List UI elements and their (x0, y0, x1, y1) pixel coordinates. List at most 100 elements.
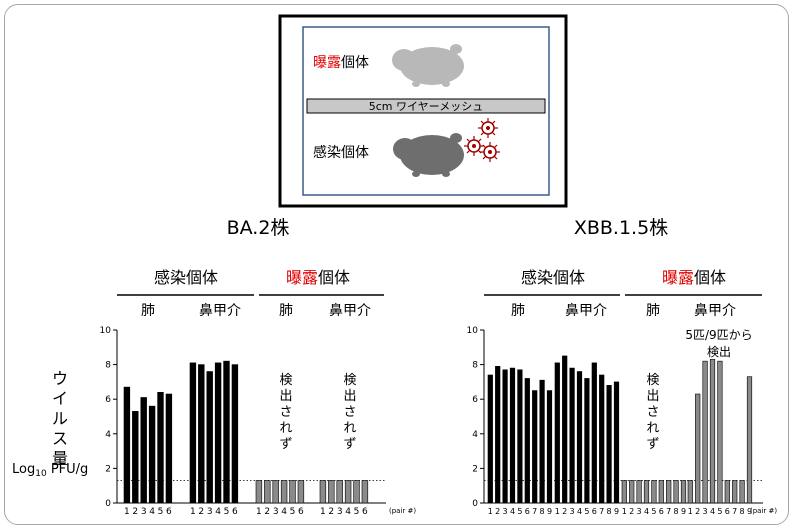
strain-title-ba2: BA.2株 (227, 217, 290, 239)
x-tick-label: 1 (256, 507, 262, 517)
x-tick-label: 2 (562, 507, 567, 516)
bar (487, 374, 493, 504)
x-tick-label: 8 (540, 507, 545, 516)
x-tick-label: 8 (607, 507, 612, 516)
bar (732, 480, 738, 504)
bar (223, 360, 230, 504)
bar (148, 405, 156, 504)
wire-mesh-label: 5cm ワイヤーメッシュ (369, 100, 484, 113)
bar (344, 480, 352, 504)
x-tick-label: 2 (328, 507, 334, 517)
bar (739, 480, 745, 504)
bar (554, 362, 560, 504)
x-tick-label: 4 (710, 507, 715, 516)
bar (509, 367, 516, 504)
sub-label-turbinate: 鼻甲介 (694, 302, 736, 319)
x-tick-label: 4 (510, 507, 515, 516)
x-tick-label: 6 (592, 507, 597, 516)
y-axis-title: ウイルス量 (52, 369, 68, 468)
y-tick-label: 10 (467, 326, 479, 336)
x-tick-label: 4 (149, 507, 155, 517)
bar (562, 355, 568, 504)
x-tick-label: 4 (215, 507, 221, 517)
wire-mesh-bar (306, 98, 546, 114)
bar (687, 480, 693, 504)
x-tick-label: 5 (717, 507, 722, 516)
sub-label-lung: 肺 (511, 303, 525, 319)
not-detected-label: 検出されず (279, 373, 292, 452)
bar (702, 360, 708, 504)
x-tick-label: 3 (637, 507, 642, 516)
x-tick-label: 3 (337, 507, 343, 517)
sub-label-turbinate: 鼻甲介 (329, 302, 371, 319)
x-tick-label: 6 (232, 507, 238, 517)
x-tick-label: 4 (281, 507, 287, 517)
exposed-header: 曝露個体 (286, 268, 350, 287)
bar (214, 362, 222, 504)
bar (361, 480, 369, 504)
x-tick-label: 3 (273, 507, 279, 517)
bar (289, 480, 296, 504)
bar (255, 480, 263, 504)
y-axis-unit: Log10 PFU/g (12, 462, 88, 479)
x-tick-label: 7 (666, 507, 671, 516)
bar (353, 480, 360, 504)
bar (680, 480, 687, 504)
bar (157, 391, 164, 504)
y-tick-label: 6 (472, 395, 478, 405)
bar (524, 378, 530, 504)
y-tick-label: 8 (105, 361, 111, 371)
x-tick-label: 5 (354, 507, 360, 517)
x-tick-label: 2 (695, 507, 700, 516)
x-tick-label: 2 (629, 507, 634, 516)
bar (123, 386, 131, 504)
bar (636, 480, 642, 504)
x-tick-label: 3 (703, 507, 708, 516)
bar (658, 480, 664, 504)
bar (651, 480, 657, 504)
bar (591, 362, 597, 504)
sub-label-lung: 肺 (141, 303, 155, 319)
bar (666, 480, 672, 504)
x-tick-label: 6 (525, 507, 530, 516)
bar (673, 480, 679, 504)
x-tick-label: 5 (651, 507, 656, 516)
x-tick-label: 1 (555, 507, 560, 516)
y-tick-label: 8 (472, 361, 478, 371)
x-tick-label: 5 (158, 507, 164, 517)
x-tick-label: 3 (207, 507, 213, 517)
y-tick-label: 6 (105, 395, 111, 405)
outer-frame (4, 4, 789, 525)
bar (272, 480, 279, 504)
bar (539, 379, 545, 504)
x-tick-label: 6 (362, 507, 368, 517)
bar (717, 360, 723, 504)
x-tick-label: 5 (224, 507, 230, 517)
sub-label-turbinate: 鼻甲介 (199, 302, 241, 319)
pair-label: (pair #) (750, 507, 777, 515)
bar (264, 480, 271, 504)
bar (569, 367, 575, 504)
exposed-header: 曝露個体 (662, 268, 726, 287)
x-tick-label: 5 (584, 507, 589, 516)
x-tick-label: 6 (298, 507, 304, 517)
x-tick-label: 7 (599, 507, 604, 516)
y-tick-label: 0 (105, 499, 111, 509)
virus-icon (464, 136, 484, 156)
x-tick-label: 4 (577, 507, 582, 516)
x-tick-label: 2 (495, 507, 500, 516)
x-tick-label: 6 (725, 507, 730, 516)
x-tick-label: 1 (622, 507, 627, 516)
x-tick-label: 5 (517, 507, 522, 516)
bar (189, 362, 197, 504)
x-tick-label: 8 (740, 507, 745, 516)
bar (280, 480, 288, 504)
sub-label-turbinate: 鼻甲介 (565, 302, 607, 319)
hamster-icon (393, 133, 464, 177)
bar (165, 393, 173, 504)
bar (140, 397, 147, 504)
y-tick-label: 2 (472, 464, 478, 474)
